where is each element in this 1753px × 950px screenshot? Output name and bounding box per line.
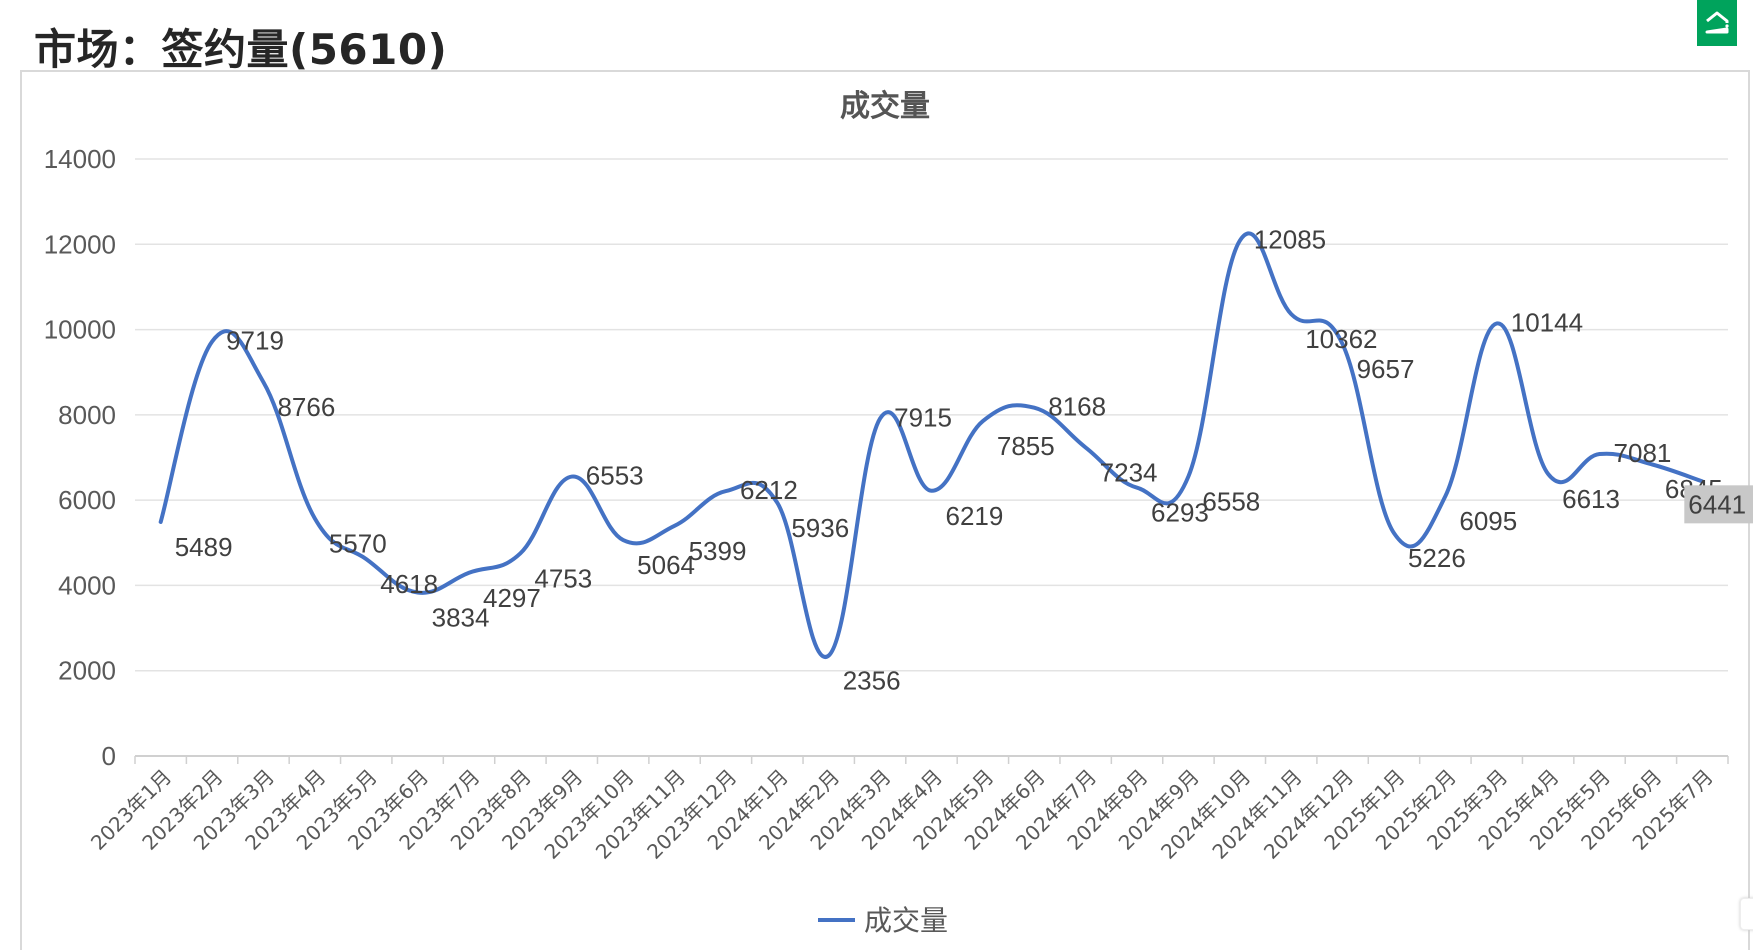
data-label: 6219 [946,501,1004,531]
data-label: 5570 [329,528,387,558]
series-line [158,231,1705,659]
data-label: 10362 [1305,324,1377,354]
data-label: 5064 [637,550,695,580]
data-label: 5936 [791,513,849,543]
data-label: 5226 [1408,543,1466,573]
data-label: 6095 [1459,506,1517,536]
data-label: 4753 [534,563,592,593]
data-label: 10144 [1511,307,1583,337]
data-label: 4297 [483,583,541,613]
y-tick-label: 0 [102,741,116,771]
corner-widget[interactable] [1740,898,1753,930]
data-label: 7081 [1614,438,1672,468]
data-label: 6613 [1562,484,1620,514]
data-label: 6441 [1688,489,1746,519]
data-label: 6558 [1202,486,1260,516]
legend-label[interactable]: 成交量 [864,904,948,937]
data-label: 6293 [1151,498,1209,528]
y-tick-label: 2000 [58,656,116,686]
data-label: 12085 [1254,225,1326,255]
highlighted-label-bg [1684,485,1753,524]
data-label: 3834 [432,603,490,633]
data-label: 8168 [1048,392,1106,422]
y-tick-label: 6000 [58,485,116,515]
y-tick-label: 12000 [44,229,116,259]
data-label: 7915 [894,402,952,432]
data-label: 9657 [1357,354,1415,384]
y-tick-label: 4000 [58,570,116,600]
data-label: 2356 [843,666,901,696]
page-title: 市场：签约量(5610) [34,25,448,74]
house-icon [1705,11,1729,34]
data-label: 4618 [380,569,438,599]
y-tick-label: 14000 [44,144,116,174]
chart-title: 成交量 [840,89,930,124]
app-logo[interactable] [1697,0,1737,46]
y-tick-label: 8000 [58,400,116,430]
data-label: 9719 [226,326,284,356]
data-label: 8766 [277,392,335,422]
data-label: 7234 [1100,458,1158,488]
data-label: 6212 [740,475,798,505]
data-label: 7855 [997,431,1055,461]
y-tick-label: 10000 [44,315,116,345]
data-label: 5489 [175,532,233,562]
data-label: 5399 [689,536,747,566]
data-label: 6553 [586,461,644,491]
